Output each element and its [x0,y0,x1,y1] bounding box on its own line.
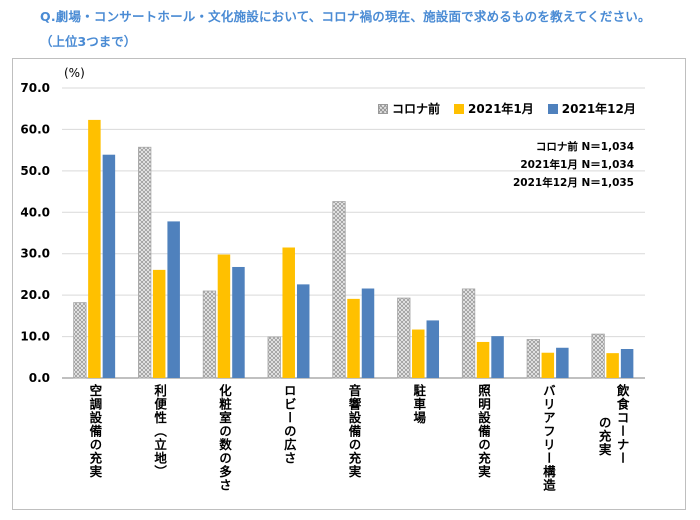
legend-swatch-dec2021 [547,103,558,114]
bar-jan2021-1 [88,119,101,379]
y-axis-label: (%) [64,66,85,80]
y-tick-label: 20.0 [20,288,50,302]
x-tick-label-line: 利便性（立地） [152,384,168,479]
bar-before-6 [397,297,411,379]
x-tick-label-line: バリアフリー構造 [540,384,556,492]
legend-item-dec2021: 2021年12月 [547,100,636,117]
bar-dec2021-8 [556,347,569,378]
bar-dec2021-3 [232,266,245,378]
legend-label-dec2021: 2021年12月 [561,102,636,116]
bar-before-4 [267,336,281,379]
bar-jan2021-2 [152,269,166,378]
legend-swatch-jan2021 [454,103,465,114]
y-tick-label: 40.0 [20,205,50,219]
y-tick-label: 70.0 [20,81,50,95]
x-tick-label-line: 照明設備の充実 [476,384,492,479]
bar-jan2021-7 [476,341,490,378]
sample-size-notes: コロナ前 N＝1,034 2021年1月 N＝1,034 2021年12月 N＝… [513,138,634,192]
x-tick-label-line: 駐車場 [411,384,427,425]
x-tick-label: 音響設備の充実 [346,384,362,479]
y-tick-label: 50.0 [20,164,50,178]
bar-before-7 [461,288,476,379]
legend-label-before: コロナ前 [392,102,441,116]
x-tick-label: 駐車場 [410,384,426,425]
x-tick-label: 利便性（立地） [151,384,167,479]
bar-dec2021-1 [102,154,116,378]
bar-before-3 [202,290,217,379]
bar-before-5 [332,201,346,379]
x-tick-label-line: ロビーの広さ [281,384,297,465]
x-tick-label: ロビーの広さ [281,384,297,465]
bar-jan2021-5 [347,298,360,378]
x-tick-label: 飲食コーナー の充実 [596,384,630,465]
bar-jan2021-8 [541,352,555,378]
legend-item-jan2021: 2021年1月 [454,100,534,117]
legend: コロナ前 2021年1月 2021年12月 [378,100,636,117]
y-tick-label: 60.0 [20,122,50,136]
bar-dec2021-9 [620,349,634,378]
legend-item-before: コロナ前 [378,100,440,117]
note-jan2021: 2021年1月 N＝1,034 [520,159,634,171]
chart-frame [12,58,686,510]
x-tick-label: 空調設備の充実 [86,384,102,479]
note-dec2021: 2021年12月 N＝1,035 [513,177,634,189]
bar-dec2021-6 [426,320,440,378]
legend-swatch-before [378,103,388,114]
bar-dec2021-5 [361,288,375,378]
bar-dec2021-4 [296,284,310,378]
bar-jan2021-3 [217,254,231,378]
y-tick-label: 30.0 [20,247,50,261]
bar-jan2021-6 [412,329,425,378]
x-tick-label-line: の充実 [596,416,612,457]
note-before: コロナ前 N＝1,034 [535,141,634,153]
bar-before-2 [138,146,152,379]
x-tick-label-line: 空調設備の充実 [87,384,103,479]
bar-before-1 [73,302,87,379]
question-subtitle: （上位3つまで） [40,34,137,49]
bar-before-8 [526,339,540,379]
bar-before-9 [591,333,605,379]
x-tick-label-line: 化粧室の数の多さ [216,384,232,492]
x-tick-label-line: 音響設備の充実 [346,384,362,479]
bar-jan2021-9 [606,353,619,378]
y-tick-label: 10.0 [20,330,50,344]
bar-dec2021-2 [167,221,180,378]
bar-dec2021-7 [491,336,504,378]
question-title: Q.劇場・コンサートホール・文化施設において、コロナ禍の現在、施設面で求めるもの… [40,9,651,24]
x-tick-label: バリアフリー構造 [540,384,556,492]
x-tick-label: 化粧室の数の多さ [216,384,232,492]
bar-jan2021-4 [282,247,295,378]
x-tick-label: 照明設備の充実 [475,384,491,479]
x-tick-label-line: 飲食コーナー [614,384,630,465]
y-tick-label: 0.0 [29,371,50,385]
legend-label-jan2021: 2021年1月 [468,102,534,116]
